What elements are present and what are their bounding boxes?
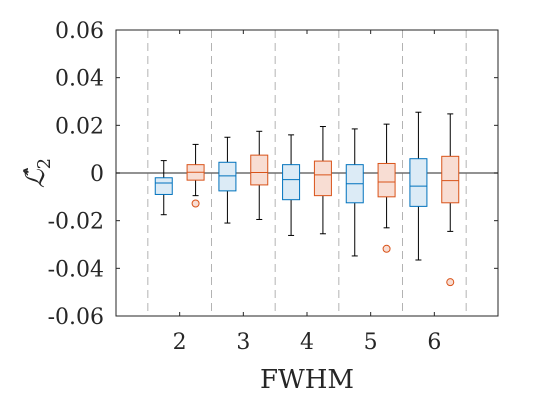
box-series-group	[154, 111, 460, 287]
outlier-point	[191, 199, 200, 208]
x-axis-ticks: 2 3 4 5 6	[173, 30, 441, 355]
y-axis-label-main: ℒ̂	[21, 167, 51, 188]
y-tick-label: -0.02	[48, 210, 104, 235]
outlier-point	[446, 278, 455, 287]
box-blue-4	[282, 134, 301, 236]
box-blue-5	[345, 128, 364, 257]
x-axis-label: FWHM	[260, 365, 354, 395]
y-tick-label: 0.04	[55, 67, 104, 92]
iqr-box	[250, 154, 269, 186]
x-tick-label: 3	[236, 330, 250, 355]
box-blue-3	[218, 136, 237, 224]
box-orange-4	[313, 126, 332, 235]
iqr-box	[409, 158, 428, 207]
x-tick-label: 2	[173, 330, 187, 355]
x-tick-label: 6	[427, 330, 441, 355]
y-tick-label: 0	[90, 162, 104, 187]
y-tick-label: 0.02	[55, 114, 104, 139]
box-orange-6	[441, 113, 460, 287]
iqr-box	[154, 177, 173, 195]
x-tick-label: 5	[364, 330, 378, 355]
y-axis-label: ℒ̂2	[21, 158, 55, 188]
box-blue-6	[409, 111, 428, 261]
box-orange-2	[186, 143, 205, 208]
x-tick-label: 4	[300, 330, 314, 355]
box-orange-3	[250, 130, 269, 220]
outlier-point	[382, 244, 391, 253]
box-blue-2	[154, 160, 173, 216]
iqr-box	[441, 155, 460, 204]
y-tick-label: 0.06	[55, 19, 104, 44]
y-axis-ticks: -0.06 -0.04 -0.02 0 0.02 0.04 0.06	[48, 19, 498, 330]
iqr-box	[313, 160, 332, 197]
iqr-box	[218, 161, 237, 192]
y-tick-label: -0.04	[48, 257, 104, 282]
box-orange-5	[377, 123, 396, 253]
iqr-box	[282, 164, 301, 201]
y-axis-label-subscript: 2	[34, 158, 55, 169]
y-tick-label: -0.06	[48, 305, 104, 330]
iqr-box	[377, 162, 396, 198]
